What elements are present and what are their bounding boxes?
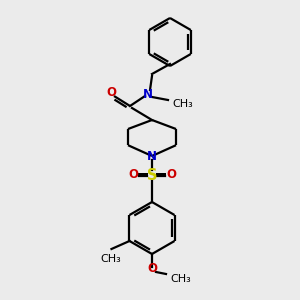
Text: N: N (147, 149, 157, 163)
Text: N: N (143, 88, 153, 100)
Text: CH₃: CH₃ (170, 274, 191, 284)
Text: CH₃: CH₃ (100, 254, 121, 264)
Text: O: O (147, 262, 157, 275)
Text: CH₃: CH₃ (172, 99, 193, 109)
Text: O: O (166, 169, 176, 182)
Text: O: O (106, 85, 116, 98)
Text: O: O (128, 169, 138, 182)
Text: S: S (147, 169, 157, 184)
